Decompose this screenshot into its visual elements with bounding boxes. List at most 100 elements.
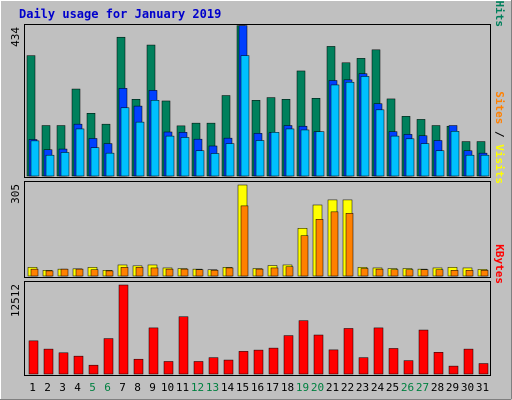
- x-tick-label: 22: [341, 381, 354, 394]
- bar-sites-day-27: [420, 269, 429, 277]
- bar-sites-day-13: [210, 270, 219, 277]
- bar-kbytes-day-6: [103, 338, 114, 375]
- bar-kbytes-day-14: [223, 359, 234, 375]
- bar-sites-day-19: [300, 235, 309, 277]
- bar-kbytes-day-4: [73, 355, 84, 375]
- bar-kbytes-day-15: [238, 351, 249, 375]
- bar-kbytes-day-27: [418, 329, 429, 375]
- x-tick-label: 14: [221, 381, 235, 394]
- x-tick-label: 9: [149, 381, 156, 394]
- bar-sites-day-24: [375, 268, 384, 277]
- series-legend: Sites / Visits: [493, 91, 506, 184]
- x-tick-label: 21: [326, 381, 339, 394]
- bar-sites-day-12: [195, 269, 204, 277]
- x-tick-label: 10: [161, 381, 174, 394]
- legend-entry: Hits: [493, 1, 506, 28]
- x-tick-label: 16: [251, 381, 264, 394]
- bar-kbytes-day-17: [268, 347, 279, 375]
- panel-sites: 305 Sites / Visits: [9, 91, 506, 278]
- bar-pages-day-1: [30, 140, 40, 177]
- x-tick-label: 30: [461, 381, 474, 394]
- bar-sites-day-17: [270, 267, 279, 277]
- bar-pages-day-16: [255, 140, 265, 177]
- x-tick-label: 12: [191, 381, 204, 394]
- x-tick-label: 29: [446, 381, 459, 394]
- bar-pages-day-25: [390, 135, 400, 177]
- bar-pages-day-22: [345, 81, 355, 177]
- legend-entry: /: [493, 0, 506, 1]
- bar-sites-day-15: [240, 205, 249, 277]
- x-tick-label: 15: [236, 381, 249, 394]
- x-tick-label: 5: [89, 381, 96, 394]
- x-tick-label: 4: [74, 381, 81, 394]
- bar-pages-day-20: [315, 131, 325, 177]
- bar-kbytes-day-26: [403, 360, 414, 375]
- bar-pages-day-26: [405, 138, 415, 177]
- bar-pages-day-21: [330, 84, 340, 177]
- bar-sites-day-6: [105, 270, 114, 277]
- bar-sites-day-30: [465, 270, 474, 277]
- bar-kbytes-day-8: [133, 358, 144, 375]
- bar-kbytes-day-19: [298, 320, 309, 375]
- bar-sites-day-14: [225, 267, 234, 277]
- bar-sites-day-31: [480, 270, 489, 277]
- plot-area: [24, 181, 491, 278]
- bar-kbytes-day-21: [328, 349, 339, 375]
- x-axis-labels: 1 2 3 4 5 6 7 8 9 10 11 12 13 14 15 16 17 18 19 20 21 22 23 24 2…: [29, 381, 489, 394]
- bar-pages-day-7: [120, 107, 130, 177]
- x-tick-label: 27: [416, 381, 429, 394]
- bar-kbytes-day-1: [28, 340, 39, 375]
- legend-entry: Sites: [493, 91, 506, 124]
- bar-sites-day-1: [30, 268, 39, 277]
- bar-pages-day-19: [300, 129, 310, 177]
- bar-pages-day-5: [90, 147, 100, 177]
- bar-sites-day-4: [75, 268, 84, 277]
- bar-pages-day-6: [105, 152, 115, 177]
- bar-pages-day-11: [180, 137, 190, 177]
- bar-sites-day-23: [360, 268, 369, 277]
- x-tick-label: 19: [296, 381, 309, 394]
- bar-kbytes-day-11: [178, 316, 189, 375]
- bar-sites-day-10: [165, 268, 174, 277]
- bar-kbytes-day-13: [208, 357, 219, 375]
- bar-sites-day-11: [180, 268, 189, 277]
- bar-sites-day-9: [150, 267, 159, 277]
- bar-sites-day-2: [45, 270, 54, 277]
- series-legend: KBytes: [493, 244, 506, 284]
- x-tick-label: 2: [44, 381, 51, 394]
- bar-kbytes-day-9: [148, 327, 159, 375]
- bar-pages-day-28: [435, 150, 445, 177]
- bar-pages-day-24: [375, 109, 385, 177]
- x-tick-label: 17: [266, 381, 279, 394]
- bar-kbytes-day-18: [283, 335, 294, 375]
- bar-pages-day-30: [465, 154, 475, 177]
- bar-kbytes-day-12: [193, 361, 204, 375]
- panel-hits: 434 Pages / Files / Hits: [9, 0, 506, 178]
- bar-kbytes-day-7: [118, 284, 129, 375]
- bar-sites-day-26: [405, 269, 414, 277]
- x-tick-label: 11: [176, 381, 189, 394]
- bar-sites-day-22: [345, 213, 354, 277]
- bar-kbytes-day-20: [313, 334, 324, 375]
- bar-pages-day-14: [225, 143, 235, 177]
- bar-pages-day-4: [75, 128, 85, 177]
- bar-kbytes-day-2: [43, 348, 54, 375]
- bar-pages-day-23: [360, 76, 370, 177]
- bar-sites-day-29: [450, 270, 459, 277]
- y-max-label: 12512: [9, 284, 22, 317]
- bar-pages-day-15: [240, 55, 250, 177]
- bar-kbytes-day-23: [358, 357, 369, 375]
- x-tick-label: 6: [104, 381, 111, 394]
- chart-title: Daily usage for January 2019: [19, 7, 221, 21]
- x-tick-label: 25: [386, 381, 399, 394]
- bar-kbytes-day-22: [343, 328, 354, 375]
- bar-kbytes-day-5: [88, 364, 99, 375]
- x-tick-label: 3: [59, 381, 66, 394]
- bar-sites-day-18: [285, 266, 294, 277]
- y-max-label: 434: [9, 27, 22, 47]
- bar-kbytes-day-24: [373, 327, 384, 375]
- x-tick-label: 1: [29, 381, 36, 394]
- bar-pages-day-10: [165, 135, 175, 177]
- bar-pages-day-17: [270, 132, 280, 177]
- panel-kbytes: 12512 KBytes: [9, 244, 506, 376]
